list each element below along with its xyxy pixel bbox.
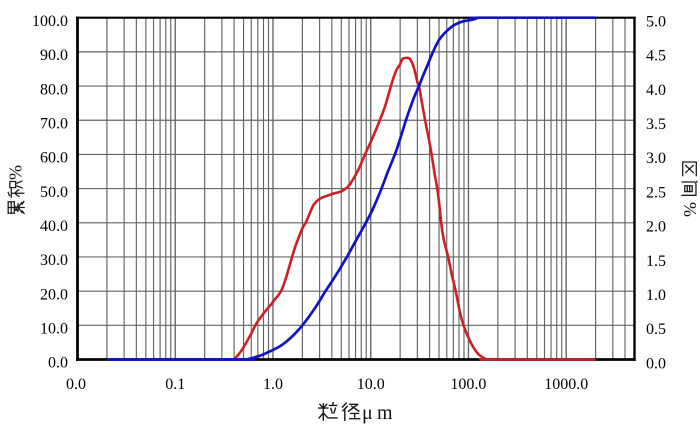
- svg-text:μ: μ: [362, 402, 373, 424]
- svg-text:2.0: 2.0: [646, 219, 666, 236]
- svg-text:100.0: 100.0: [32, 13, 68, 30]
- svg-text:0.0: 0.0: [48, 355, 68, 372]
- svg-text:100.0: 100.0: [450, 376, 486, 393]
- svg-text:0.0: 0.0: [66, 376, 86, 393]
- svg-text:m: m: [377, 402, 393, 424]
- svg-text:10.0: 10.0: [40, 321, 68, 338]
- svg-text:0.5: 0.5: [646, 321, 666, 338]
- svg-text:40.0: 40.0: [40, 218, 68, 235]
- svg-text:90.0: 90.0: [40, 47, 68, 64]
- svg-text:%: %: [6, 165, 26, 180]
- svg-text:%: %: [680, 202, 700, 217]
- svg-text:1000.0: 1000.0: [544, 376, 588, 393]
- svg-text:20.0: 20.0: [40, 286, 68, 303]
- svg-text:80.0: 80.0: [40, 81, 68, 98]
- svg-text:1.0: 1.0: [646, 287, 666, 304]
- svg-text:10.0: 10.0: [357, 376, 385, 393]
- svg-text:50.0: 50.0: [40, 184, 68, 201]
- svg-text:0.1: 0.1: [165, 376, 185, 393]
- svg-text:3.5: 3.5: [646, 116, 666, 133]
- svg-text:4.5: 4.5: [646, 48, 666, 65]
- svg-text:1.0: 1.0: [263, 376, 283, 393]
- svg-text:30.0: 30.0: [40, 252, 68, 269]
- svg-text:60.0: 60.0: [40, 150, 68, 167]
- svg-text:4.0: 4.0: [646, 82, 666, 99]
- svg-text:3.0: 3.0: [646, 150, 666, 167]
- svg-text:2.5: 2.5: [646, 184, 666, 201]
- svg-text:1.5: 1.5: [646, 253, 666, 270]
- svg-text:0.0: 0.0: [646, 355, 666, 372]
- svg-text:70.0: 70.0: [40, 115, 68, 132]
- svg-text:5.0: 5.0: [646, 14, 666, 31]
